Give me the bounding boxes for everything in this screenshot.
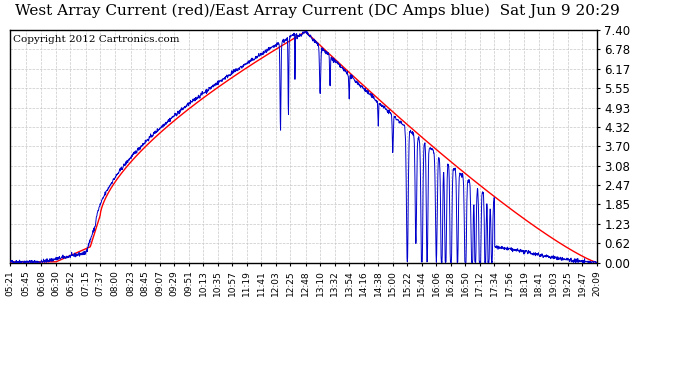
Text: West Array Current (red)/East Array Current (DC Amps blue)  Sat Jun 9 20:29: West Array Current (red)/East Array Curr…	[15, 4, 620, 18]
Text: Copyright 2012 Cartronics.com: Copyright 2012 Cartronics.com	[13, 34, 180, 44]
